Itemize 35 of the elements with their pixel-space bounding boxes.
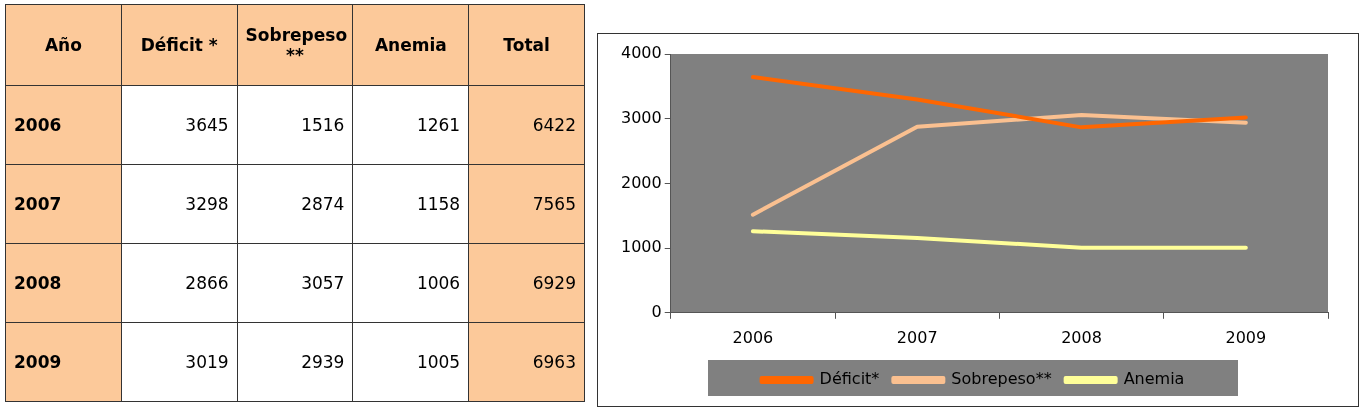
x-tick-label: 2008 (1061, 327, 1102, 347)
text: 6422 (468, 85, 585, 165)
text: 1261 (352, 85, 469, 165)
text: 2939 (237, 322, 353, 402)
text: Sobrepeso ** (237, 4, 353, 86)
y-tick-label: 3000 (621, 107, 662, 127)
text: 1516 (237, 85, 353, 165)
text: Año (5, 4, 122, 86)
text: 2866 (121, 243, 238, 323)
text: 2007 (5, 164, 122, 244)
text: 6963 (468, 322, 585, 402)
legend-label: Sobrepeso** (951, 369, 1052, 389)
text: 3298 (121, 164, 238, 244)
text: Anemia (352, 4, 469, 86)
x-tick-label: 2007 (896, 327, 938, 347)
text: 3019 (121, 322, 238, 402)
legend-label: Anemia (1123, 369, 1185, 389)
text: 6929 (468, 243, 585, 323)
y-tick-label: 2000 (621, 172, 662, 192)
text: Total (468, 4, 585, 86)
y-tick-label: 1000 (621, 237, 662, 257)
text: 2006 (5, 85, 122, 165)
y-tick-label: 0 (651, 301, 662, 321)
text: 1158 (352, 164, 469, 244)
y-tick-label: 4000 (621, 43, 662, 63)
text: 1006 (352, 243, 469, 323)
text: 3645 (121, 85, 238, 165)
x-tick-label: 2009 (1225, 327, 1267, 347)
x-tick-label: 2006 (732, 327, 774, 347)
text: 7565 (468, 164, 585, 244)
legend-label: Déficit* (819, 369, 880, 389)
text: Déficit * (121, 4, 238, 86)
text: 2874 (237, 164, 353, 244)
text: 3057 (237, 243, 353, 323)
text: 1005 (352, 322, 469, 402)
